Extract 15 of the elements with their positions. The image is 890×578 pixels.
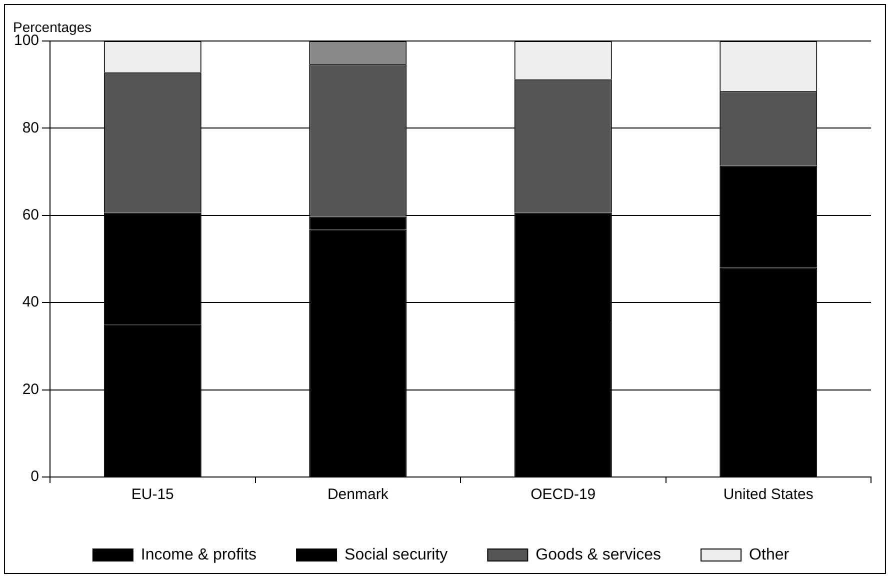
x-tick-label: United States	[723, 486, 814, 504]
legend-label: Other	[749, 546, 790, 564]
legend-label: Income & profits	[140, 546, 257, 564]
y-tick-label: 60	[22, 206, 40, 224]
x-tick-label: EU-15	[131, 486, 174, 504]
y-tick-label: 20	[22, 380, 40, 398]
y-axis-title: Percentages	[13, 18, 92, 35]
x-tick-label: OECD-19	[530, 486, 596, 504]
y-tick-label: 100	[14, 32, 40, 50]
y-tick-label: 80	[22, 119, 40, 136]
y-tick-label: 40	[22, 294, 40, 311]
legend-label: Social security	[344, 546, 448, 564]
y-tick-label: 0	[30, 468, 40, 486]
legend-label: Goods & services	[536, 546, 662, 564]
x-tick-label: Denmark	[327, 486, 389, 504]
